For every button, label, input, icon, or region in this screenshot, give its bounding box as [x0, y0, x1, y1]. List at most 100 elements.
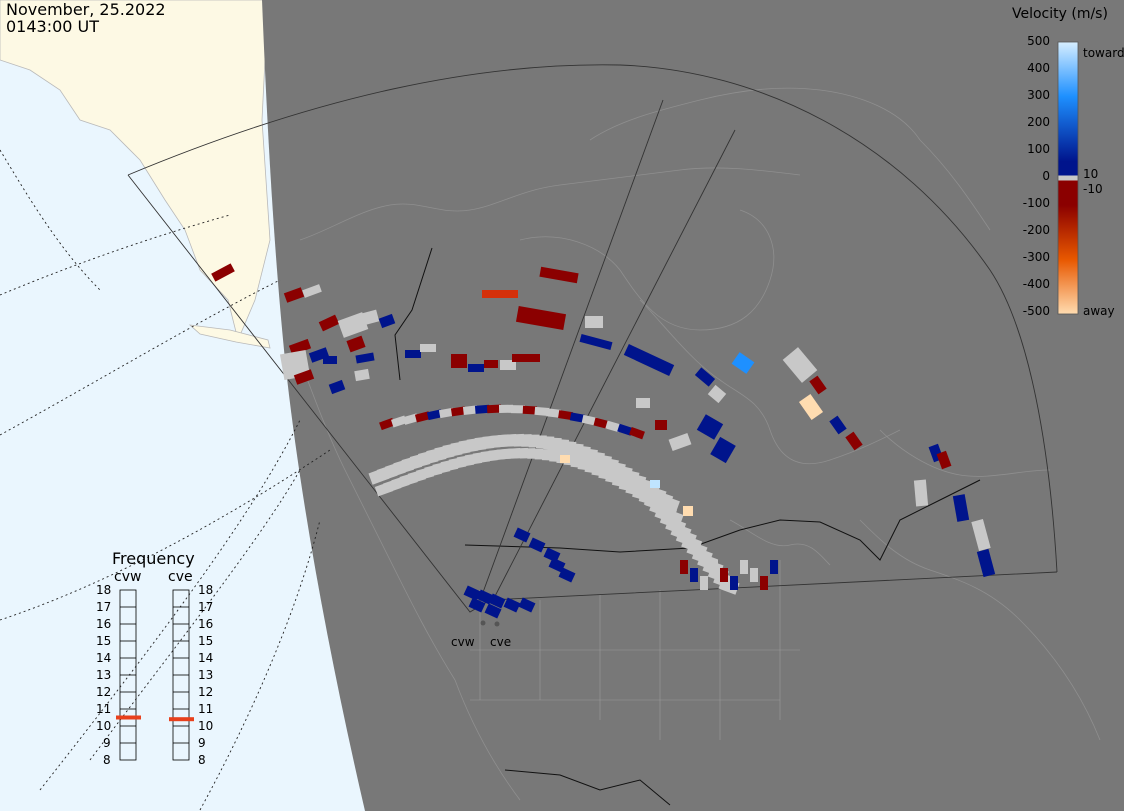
scatter-cell [414, 411, 431, 423]
colorbar-tick: -300 [1022, 250, 1050, 264]
scatter-cell [476, 589, 494, 605]
scatter-cell [585, 316, 603, 328]
scatter-cell [952, 494, 970, 522]
frequency-level-label: 9 [103, 736, 111, 750]
scatter-cell [683, 506, 693, 516]
frequency-radar-cvw: cvw [114, 569, 142, 585]
frequency-level-label: 11 [198, 702, 214, 716]
scatter-cell [463, 585, 481, 601]
frequency-title: Frequency [112, 549, 195, 568]
scatter-cell [462, 405, 478, 415]
night-region [262, 0, 1124, 811]
colorbar-tick: -400 [1022, 277, 1050, 291]
scatter-cell [293, 369, 315, 385]
scatter-cell [845, 431, 863, 451]
scatter-cell [798, 393, 824, 421]
day-land-alaska [0, 0, 271, 342]
scatter-cell [707, 384, 727, 404]
frequency-level-label: 12 [96, 685, 112, 699]
scatter-cell [579, 333, 613, 351]
scatter-cell [617, 423, 633, 436]
scatter-cell [450, 406, 466, 417]
scatter-cell [500, 360, 516, 370]
velocity-colorbar [1057, 41, 1079, 315]
frequency-level-label: 16 [96, 617, 112, 631]
scatter-cell [378, 313, 396, 329]
scatter-cell [468, 364, 484, 372]
frequency-level-label: 14 [198, 651, 214, 665]
frequency-level-label: 16 [198, 617, 214, 631]
scatter-cell [710, 560, 718, 574]
scatter-cell [829, 415, 847, 435]
scatter-cell [510, 405, 526, 414]
colorbar-inner-label-neg: -10 [1083, 182, 1103, 196]
scatter-cell [328, 379, 346, 395]
scatter-cell [308, 347, 330, 363]
scatter-cell [474, 404, 490, 414]
scatter-cell [512, 354, 540, 362]
scatter-cell [503, 597, 521, 613]
scatter-cell [650, 480, 660, 488]
scatter-cell [680, 560, 688, 574]
frequency-level-label: 18 [198, 583, 214, 597]
state-borders [470, 560, 800, 740]
date-label: November, 25.2022 [6, 0, 166, 19]
scatter-cell [558, 567, 576, 583]
scatter-cell [655, 420, 667, 430]
scatter-cell [498, 404, 514, 413]
frequency-level-label: 17 [96, 600, 112, 614]
frequency-panel-cve [172, 589, 190, 761]
scatter-cell [488, 593, 506, 609]
scatter-cell [730, 576, 738, 590]
scatter-cell [405, 350, 421, 358]
scatter-cell [323, 356, 337, 364]
scatter-cell [426, 409, 443, 421]
scatter-cells [211, 263, 996, 619]
colorbar-toward-label: toward [1083, 46, 1124, 60]
colorbar-inner-label-pos: 10 [1083, 167, 1099, 181]
scatter-cell [560, 455, 570, 463]
frequency-level-label: 8 [103, 753, 111, 767]
colorbar-tick: -500 [1022, 304, 1050, 318]
colorbar-tick: -100 [1022, 196, 1050, 210]
frequency-level-label: 9 [198, 736, 206, 750]
scatter-cell [782, 347, 818, 383]
day-land-peninsula [188, 324, 271, 349]
lat-lon-grid [0, 149, 331, 811]
frequency-level-label: 12 [198, 685, 214, 699]
scatter-cell [539, 266, 579, 284]
scatter-cell [558, 410, 574, 421]
scatter-cell [211, 263, 235, 282]
scatter-cell [696, 414, 724, 440]
scatter-cell [518, 597, 536, 613]
scatter-cell [468, 597, 486, 613]
scatter-cell [482, 290, 518, 298]
scatter-cell [486, 404, 502, 414]
colorbar-tick: 0 [1042, 169, 1050, 183]
site-label-cve: cve [490, 635, 512, 649]
scatter-cell [623, 343, 675, 377]
frequency-level-label: 17 [198, 600, 214, 614]
scatter-cell [484, 360, 498, 368]
scatter-cell [515, 305, 567, 331]
colorbar-tick: 400 [1027, 61, 1050, 75]
scatter-cell [346, 335, 366, 353]
site-cvw-marker [480, 620, 486, 626]
scatter-cell [420, 344, 436, 352]
scatter-cell [513, 527, 531, 543]
frequency-level-label: 18 [96, 583, 112, 597]
frequency-panel-cvw [119, 589, 137, 761]
frequency-level-label: 13 [198, 668, 214, 682]
frequency-radar-cve: cve [168, 569, 193, 585]
scatter-cell [740, 560, 748, 574]
scatter-cell [629, 427, 645, 440]
scatter-cell [354, 368, 370, 382]
scatter-cell [522, 405, 538, 415]
frequency-level-label: 15 [198, 634, 214, 648]
colorbar-tick: -200 [1022, 223, 1050, 237]
colorbar-away-label: away [1083, 304, 1115, 318]
scatter-cell [668, 432, 692, 452]
scatter-cell [438, 407, 455, 419]
site-label-cvw: cvw [451, 635, 475, 649]
